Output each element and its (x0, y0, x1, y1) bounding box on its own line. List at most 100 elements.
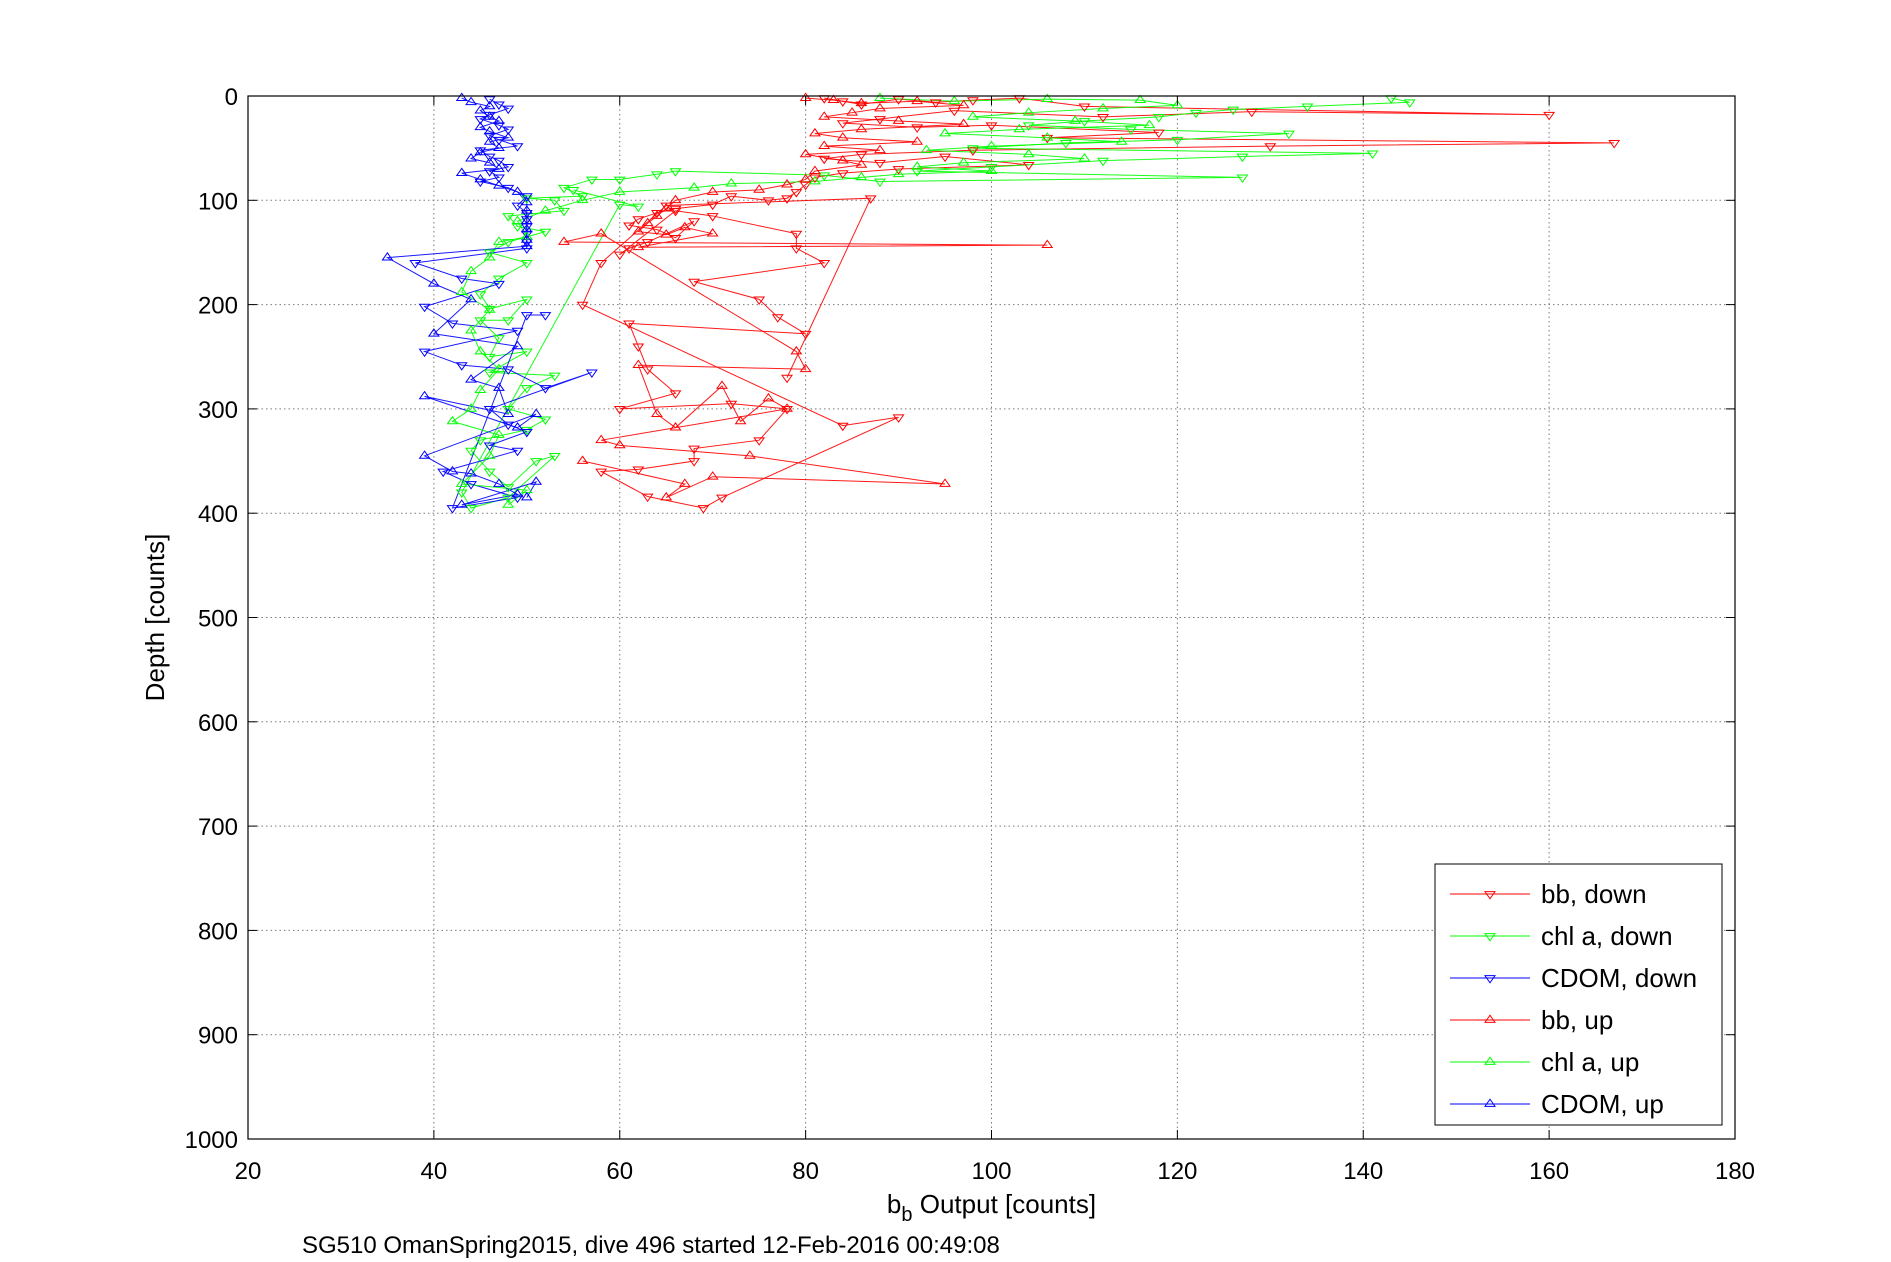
data-point (762, 392, 775, 402)
x-tick-label: 120 (1157, 1158, 1197, 1185)
data-point (892, 96, 905, 105)
data-point (790, 245, 803, 254)
data-point (474, 345, 487, 355)
data-point (548, 372, 561, 382)
data-point (446, 465, 459, 475)
data-point (874, 116, 886, 125)
data-point (576, 455, 589, 464)
data-point (818, 172, 831, 181)
data-point (502, 132, 515, 141)
data-point (836, 120, 849, 129)
data-point (613, 176, 626, 186)
legend-label: bb, down (1541, 879, 1647, 909)
data-point (520, 385, 533, 394)
data-point (734, 415, 747, 425)
data-point (465, 505, 478, 514)
data-point (808, 165, 821, 174)
data-point (697, 505, 710, 514)
data-point (911, 136, 924, 145)
data-point (827, 94, 840, 104)
data-point (492, 115, 505, 124)
legend-marker (1484, 1056, 1496, 1065)
data-point (743, 450, 756, 459)
data-point (492, 142, 505, 152)
data-point (911, 161, 924, 170)
data-point (492, 236, 505, 245)
data-point (474, 291, 487, 300)
data-point (492, 180, 505, 189)
data-point (948, 107, 961, 117)
series-markers-5 (381, 92, 543, 508)
data-point (966, 147, 979, 156)
x-tick-label: 80 (792, 1158, 819, 1185)
series-line-3 (563, 97, 1048, 499)
data-point (864, 195, 877, 204)
data-point (985, 122, 998, 131)
data-point (502, 239, 515, 248)
x-tick-labels: 20 40 60 80 100 120 140 160 180 (235, 1158, 1755, 1185)
data-point (455, 499, 468, 508)
data-point (511, 327, 524, 337)
data-point (511, 447, 524, 457)
data-point (799, 173, 812, 183)
data-point (558, 184, 570, 194)
data-point (1301, 103, 1314, 113)
data-point (409, 260, 422, 269)
data-point (492, 157, 505, 167)
data-point (1124, 126, 1137, 135)
data-point (808, 127, 821, 137)
grid (248, 96, 1735, 1139)
data-point (492, 163, 505, 172)
data-point (939, 127, 951, 137)
data-point (585, 369, 598, 379)
data-point (465, 265, 478, 275)
data-point (818, 140, 831, 149)
data-point (1152, 129, 1165, 139)
data-point (474, 104, 487, 114)
x-tick-label: 100 (971, 1158, 1011, 1185)
data-point (706, 471, 719, 480)
data-point (418, 450, 431, 459)
data-point (669, 205, 682, 215)
data-point (641, 493, 654, 503)
legend-label: chl a, up (1541, 1047, 1639, 1077)
data-point (465, 403, 478, 412)
data-point (1097, 113, 1109, 123)
legend-marker (1484, 1098, 1496, 1107)
data-point (688, 218, 701, 227)
data-point (502, 164, 515, 173)
data-point (911, 168, 924, 177)
data-point (1171, 136, 1184, 146)
data-point (725, 193, 738, 202)
data-point (632, 343, 645, 352)
data-point (502, 184, 515, 194)
x-tick-label: 20 (235, 1158, 262, 1185)
data-point (613, 251, 626, 261)
data-point (558, 236, 570, 245)
data-point (1403, 99, 1416, 108)
data-point (558, 207, 570, 217)
data-point (790, 345, 803, 355)
data-point (650, 408, 663, 417)
y-tick-label: 700 (198, 814, 238, 841)
data-point (799, 148, 812, 158)
data-point (530, 476, 543, 485)
data-point (846, 107, 859, 116)
y-tick-label: 1000 (185, 1127, 238, 1154)
data-point (483, 468, 496, 478)
data-point (483, 153, 496, 163)
series-markers (381, 92, 1621, 514)
data-point (1097, 102, 1109, 112)
data-point (1022, 122, 1035, 131)
x-axis-label-subscript: b (901, 1204, 912, 1226)
data-point (650, 171, 663, 180)
legend-label: chl a, down (1541, 921, 1673, 951)
data-point (1041, 239, 1054, 249)
data-point (530, 408, 543, 417)
data-point (836, 422, 849, 432)
data-point (465, 293, 478, 303)
data-point (874, 159, 886, 169)
data-point (762, 197, 775, 206)
data-point (781, 374, 793, 384)
x-axis-label-main: b (887, 1189, 901, 1219)
